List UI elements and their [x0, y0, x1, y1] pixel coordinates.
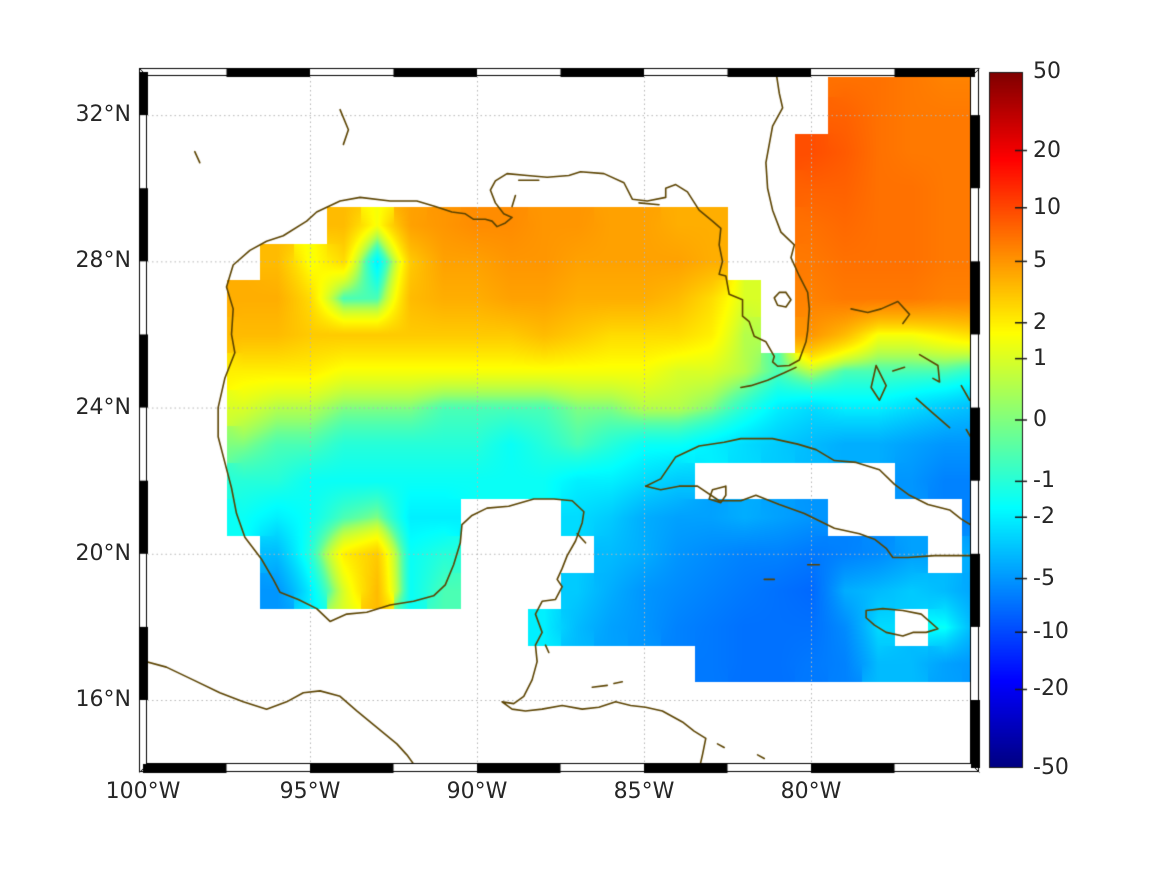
lon-tick-label: 80°W [780, 779, 842, 804]
lat-tick-label: 28°N [75, 248, 131, 274]
colorbar-tick-label: 10 [1033, 194, 1061, 220]
lat-tick-label: 24°N [75, 394, 131, 420]
colorbar-tick-label: 50 [1033, 59, 1061, 84]
lon-tick-label: 85°W [613, 779, 675, 804]
colorbar-tick-label: -50 [1033, 755, 1069, 780]
colorbar-tick-label: -10 [1033, 619, 1069, 645]
colorbar-tick-label: 20 [1033, 137, 1061, 163]
lon-tick-label: 100°W [105, 779, 181, 804]
lon-tick-label: 95°W [279, 779, 341, 804]
colorbar-tick-label: -1 [1033, 468, 1055, 494]
colorbar-tick-label: -2 [1033, 504, 1055, 530]
lon-tick-label: 90°W [446, 779, 508, 804]
colorbar-tick-label: -20 [1033, 676, 1069, 702]
colorbar-tick-label: 5 [1033, 248, 1047, 274]
lat-tick-label: 20°N [75, 540, 131, 566]
colorbar-tick-label: 2 [1033, 309, 1047, 335]
lat-tick-label: 16°N [75, 687, 131, 712]
lat-tick-label: 32°N [75, 102, 131, 128]
colorbar-tick-label: -5 [1033, 565, 1055, 591]
colorbar-tick-label: 1 [1033, 345, 1047, 371]
colorbar-tick-label: 0 [1033, 407, 1047, 432]
